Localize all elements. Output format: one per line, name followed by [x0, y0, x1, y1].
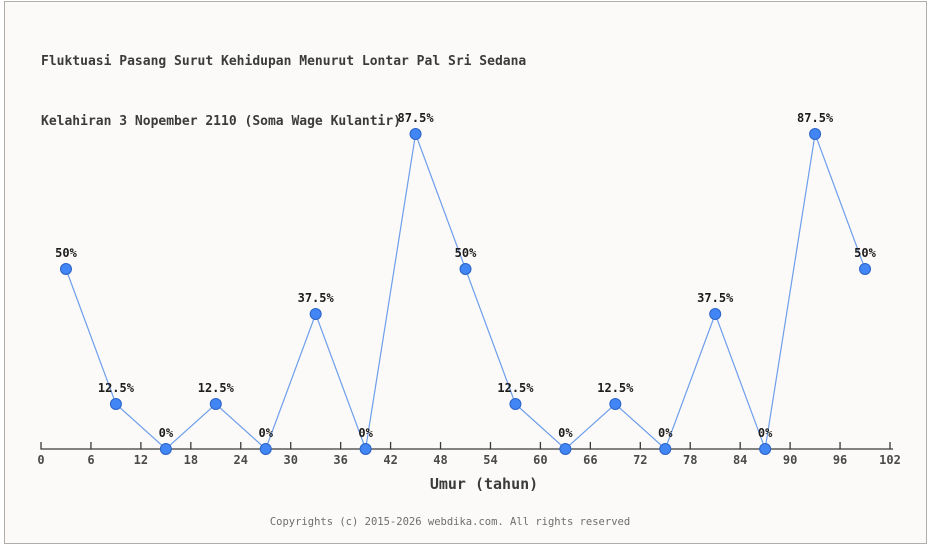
data-point-label: 12.5% [497, 381, 534, 395]
data-point-label: 37.5% [697, 291, 734, 305]
data-point [859, 263, 872, 275]
x-tick-label: 42 [383, 453, 397, 467]
chart-title-line2: Kelahiran 3 Nopember 2110 (Soma Wage Kul… [41, 114, 402, 129]
copyright-text: Copyrights (c) 2015-2026 webdika.com. Al… [269, 516, 631, 528]
data-point-label: 0% [358, 426, 373, 440]
data-point-label: 50% [455, 246, 477, 260]
data-point-label: 50% [55, 246, 77, 260]
x-tick-label: 54 [483, 453, 497, 467]
data-point-label: 0% [758, 426, 773, 440]
data-point [809, 128, 822, 140]
data-point-label: 50% [854, 246, 876, 260]
data-point [109, 398, 122, 410]
chart-frame: Fluktuasi Pasang Surut Kehidupan Menurut… [4, 1, 927, 544]
data-point-label: 12.5% [198, 381, 235, 395]
x-tick-label: 66 [583, 453, 597, 467]
data-point [309, 308, 322, 320]
x-tick-label: 90 [783, 453, 797, 467]
data-point [59, 263, 72, 275]
x-tick-label: 48 [433, 453, 447, 467]
data-point [159, 443, 172, 455]
data-point-label: 37.5% [298, 291, 335, 305]
chart-title: Fluktuasi Pasang Surut Kehidupan Menurut… [41, 12, 526, 172]
data-point-label: 0% [658, 426, 673, 440]
x-tick-label: 72 [633, 453, 647, 467]
x-tick-label: 30 [283, 453, 297, 467]
line-chart: 0 6 12 18 24 30 36 42 48 54 60 66 72 78 84 90 96 102 50% 12… [37, 111, 901, 493]
data-point [759, 443, 772, 455]
data-point [359, 443, 372, 455]
x-tick-label: 36 [333, 453, 347, 467]
data-point-label: 0% [558, 426, 573, 440]
x-tick-label: 84 [733, 453, 747, 467]
data-point [559, 443, 572, 455]
x-tick-label: 96 [833, 453, 847, 467]
data-point [209, 398, 222, 410]
data-point-label: 12.5% [597, 381, 634, 395]
data-point [709, 308, 722, 320]
x-axis-title: Umur (tahun) [430, 475, 538, 493]
data-point-label: 12.5% [98, 381, 135, 395]
x-tick-label: 18 [184, 453, 198, 467]
data-point-label: 87.5% [797, 111, 834, 125]
data-point [459, 263, 472, 275]
data-point [659, 443, 672, 455]
x-tick-label: 6 [87, 453, 94, 467]
x-tick-label: 60 [533, 453, 547, 467]
chart-title-line1: Fluktuasi Pasang Surut Kehidupan Menurut… [41, 54, 527, 69]
data-point-label: 87.5% [397, 111, 434, 125]
data-point-label: 0% [159, 426, 174, 440]
x-tick-label: 12 [134, 453, 148, 467]
x-tick-label: 0 [37, 453, 44, 467]
data-point [609, 398, 622, 410]
x-tick-label: 78 [683, 453, 697, 467]
series-line [65, 131, 866, 452]
data-point-label: 0% [259, 426, 274, 440]
data-point [409, 128, 422, 140]
x-tick-label: 24 [234, 453, 248, 467]
x-tick-label: 102 [879, 453, 901, 467]
data-point [259, 443, 272, 455]
data-point [509, 398, 522, 410]
